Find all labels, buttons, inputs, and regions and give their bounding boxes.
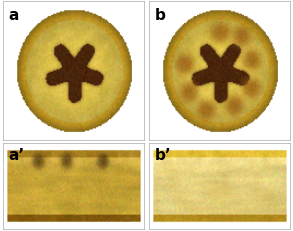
Text: a’: a’ xyxy=(8,147,25,162)
Text: b’: b’ xyxy=(154,147,171,162)
Text: b: b xyxy=(154,8,165,23)
Text: a: a xyxy=(8,8,19,23)
